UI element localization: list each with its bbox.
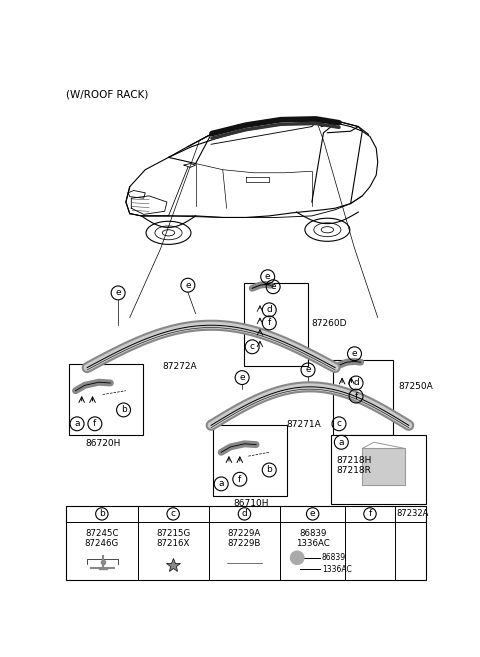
Text: e: e xyxy=(305,365,311,374)
Text: a: a xyxy=(218,480,224,488)
Text: 87260D: 87260D xyxy=(312,319,348,328)
Bar xyxy=(399,553,420,570)
Text: d: d xyxy=(266,306,272,314)
Bar xyxy=(214,425,287,496)
Text: 87216X: 87216X xyxy=(156,539,190,549)
Text: e: e xyxy=(352,350,357,358)
Bar xyxy=(331,434,426,504)
Text: a: a xyxy=(338,438,344,447)
Text: a: a xyxy=(74,419,80,428)
Text: 87272A: 87272A xyxy=(163,362,197,371)
Text: 87246G: 87246G xyxy=(85,539,119,549)
Text: e: e xyxy=(115,288,121,298)
Text: (W/ROOF RACK): (W/ROOF RACK) xyxy=(66,89,149,100)
Text: c: c xyxy=(171,509,176,518)
Text: f: f xyxy=(354,392,358,401)
Text: 87229A: 87229A xyxy=(228,530,261,538)
Text: 86839: 86839 xyxy=(299,530,326,538)
Text: e: e xyxy=(265,272,271,281)
Text: c: c xyxy=(336,419,341,428)
Text: 87215G: 87215G xyxy=(156,530,190,538)
Circle shape xyxy=(290,551,304,565)
Bar xyxy=(69,364,143,434)
Text: 87271A: 87271A xyxy=(287,420,322,429)
Text: 86720H: 86720H xyxy=(85,439,120,448)
Text: e: e xyxy=(270,283,276,291)
Text: 87218H: 87218H xyxy=(336,456,372,465)
Text: f: f xyxy=(268,319,271,327)
Ellipse shape xyxy=(289,566,300,573)
Bar xyxy=(244,283,308,366)
Text: c: c xyxy=(250,342,255,351)
Text: f: f xyxy=(368,509,372,518)
Text: 1336AC: 1336AC xyxy=(296,539,330,549)
Text: b: b xyxy=(120,405,126,415)
Text: e: e xyxy=(310,509,315,518)
Text: f: f xyxy=(93,419,96,428)
Text: b: b xyxy=(266,466,272,474)
Text: 87232A: 87232A xyxy=(396,509,429,518)
Text: 86710H: 86710H xyxy=(234,499,269,509)
Text: b: b xyxy=(99,509,105,518)
Bar xyxy=(227,558,262,572)
Text: f: f xyxy=(238,475,241,484)
Text: 86839: 86839 xyxy=(322,553,346,562)
Bar xyxy=(66,506,426,580)
Bar xyxy=(403,570,417,579)
Text: 87218R: 87218R xyxy=(336,466,372,475)
Text: d: d xyxy=(241,509,247,518)
Text: 87229B: 87229B xyxy=(228,539,261,549)
Text: e: e xyxy=(240,373,245,382)
Text: 87250A: 87250A xyxy=(398,382,432,392)
Bar xyxy=(362,449,405,486)
Text: 1336AC: 1336AC xyxy=(322,565,352,574)
Text: d: d xyxy=(353,378,359,388)
Text: e: e xyxy=(185,281,191,290)
Bar xyxy=(333,360,393,436)
Text: 87245C: 87245C xyxy=(85,530,119,538)
